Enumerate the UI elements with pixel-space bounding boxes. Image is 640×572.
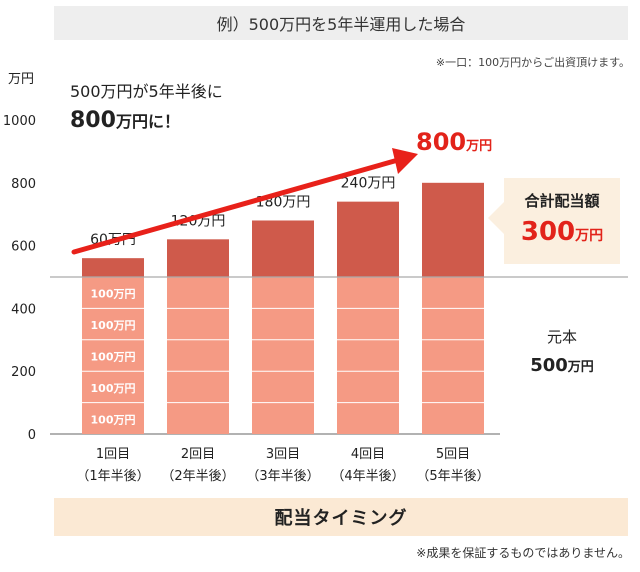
headline-amount-unit: 万円に！: [115, 112, 180, 131]
headline-line1: 500万円が5年半後に: [70, 82, 223, 101]
x-category-label: 1回目: [96, 447, 130, 462]
principal-bar: [252, 277, 314, 434]
principal-segment-label: 100万円: [91, 351, 136, 364]
principal-number: 500: [530, 355, 568, 376]
growth-arrow-head: [392, 148, 418, 174]
dividend-bar: [82, 258, 144, 277]
x-category-label: （1年半後）: [76, 469, 149, 484]
x-category-label: 4回目: [351, 447, 385, 462]
principal-bar: [422, 277, 484, 434]
principal-label: 元本: [546, 328, 577, 346]
example-title: 例）500万円を5年半運用した場合: [216, 15, 466, 34]
growth-arrow-line: [71, 157, 401, 255]
y-tick-label: 600: [11, 240, 36, 255]
total-dividend-value: 300万円: [504, 217, 620, 247]
y-axis-unit-label: 万円: [8, 72, 35, 87]
x-category-label: （5年半後）: [416, 469, 489, 484]
total-dividend-number: 300: [520, 217, 576, 247]
total-dividend-label: 合計配当額: [524, 192, 600, 210]
principal-unit: 万円: [567, 360, 594, 375]
y-tick-label: 800: [11, 177, 36, 192]
x-category-label: 5回目: [436, 447, 470, 462]
x-category-label: （3年半後）: [246, 469, 319, 484]
dividend-bar: [422, 182, 484, 277]
final-value-unit: 万円: [465, 139, 492, 154]
y-tick-label: 200: [11, 365, 36, 380]
timing-label: 配当タイミング: [274, 508, 408, 529]
investment-unit-note: ※一口：100万円からご出資頂けます。: [435, 56, 630, 69]
x-category-label: （2年半後）: [161, 469, 234, 484]
principal-segment-label: 100万円: [91, 382, 136, 395]
dividend-bar: [252, 220, 314, 277]
final-value-label: 800万円: [416, 128, 492, 156]
principal-bar: [337, 277, 399, 434]
bar-top-label: 240万円: [341, 176, 396, 192]
y-tick-label: 0: [28, 428, 36, 443]
headline: 500万円が5年半後に 800万円に！: [70, 78, 223, 133]
principal-bar: [167, 277, 229, 434]
principal-segment-label: 100万円: [91, 319, 136, 332]
headline-amount: 800: [70, 108, 116, 133]
principal-segment-label: 100万円: [91, 288, 136, 301]
x-category-label: 2回目: [181, 447, 215, 462]
principal-segment-label: 100万円: [91, 413, 136, 426]
principal-value: 500万円: [512, 355, 612, 376]
example-title-banner: 例）500万円を5年半運用した場合: [54, 6, 628, 40]
total-dividend-unit: 万円: [575, 228, 604, 244]
x-category-label: 3回目: [266, 447, 300, 462]
dividend-bar: [167, 239, 229, 277]
total-box-pointer: [488, 202, 504, 234]
bar-top-label: 120万円: [171, 213, 226, 229]
dividend-bar: [337, 201, 399, 277]
x-category-label: （4年半後）: [331, 469, 404, 484]
y-tick-label: 1000: [3, 114, 36, 129]
disclaimer: ※成果を保証するものではありません。: [416, 546, 630, 560]
timing-banner: 配当タイミング: [54, 498, 628, 536]
y-tick-label: 400: [11, 302, 36, 317]
headline-line2: 800万円に！: [70, 108, 223, 133]
principal-bar: [82, 277, 144, 434]
total-dividend-box: 合計配当額 300万円: [504, 178, 620, 264]
principal-box: 元本 500万円: [512, 326, 612, 376]
